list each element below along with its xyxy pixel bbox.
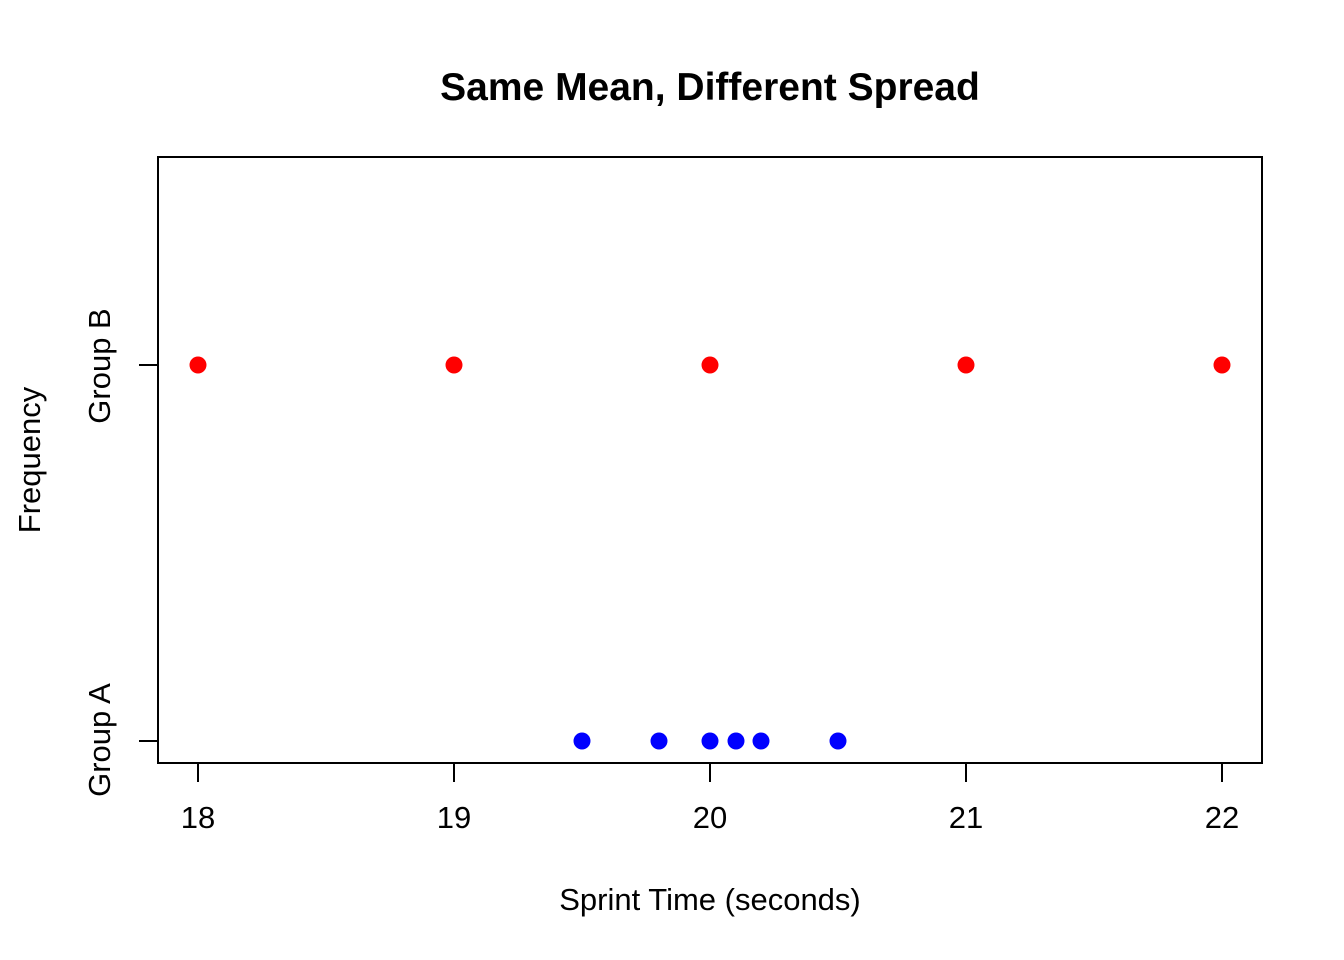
data-point-group-b bbox=[701, 356, 719, 374]
plot-area bbox=[157, 156, 1263, 764]
data-point-group-a bbox=[752, 732, 770, 750]
x-axis-tick bbox=[965, 764, 968, 782]
y-axis-tick bbox=[139, 364, 157, 366]
chart-title: Same Mean, Different Spread bbox=[440, 66, 980, 109]
data-point-group-a bbox=[727, 732, 745, 750]
x-axis-tick-label: 22 bbox=[1204, 800, 1240, 835]
x-axis-tick bbox=[196, 764, 199, 782]
data-point-group-b bbox=[445, 356, 463, 374]
x-axis-tick bbox=[709, 764, 711, 782]
data-point-group-a bbox=[829, 732, 847, 750]
x-axis-tick-label: 18 bbox=[180, 800, 216, 835]
x-axis-tick bbox=[1221, 764, 1224, 782]
x-axis-tick-label: 21 bbox=[948, 800, 984, 835]
data-point-group-b bbox=[189, 356, 207, 374]
data-point-group-b bbox=[957, 356, 975, 374]
data-point-group-a bbox=[650, 732, 668, 750]
y-category-label-group-b: Group B bbox=[82, 308, 117, 424]
data-point-group-a bbox=[573, 732, 591, 750]
x-axis-tick bbox=[452, 764, 455, 782]
y-category-label-group-a: Group A bbox=[82, 683, 117, 797]
y-axis-tick bbox=[139, 740, 157, 742]
x-axis-tick-label: 19 bbox=[436, 800, 472, 835]
y-axis-title: Frequency bbox=[12, 386, 47, 534]
data-point-group-a bbox=[701, 732, 719, 750]
x-axis-tick-label: 20 bbox=[692, 800, 728, 835]
x-axis-title: Sprint Time (seconds) bbox=[559, 882, 861, 917]
data-point-group-b bbox=[1213, 356, 1231, 374]
